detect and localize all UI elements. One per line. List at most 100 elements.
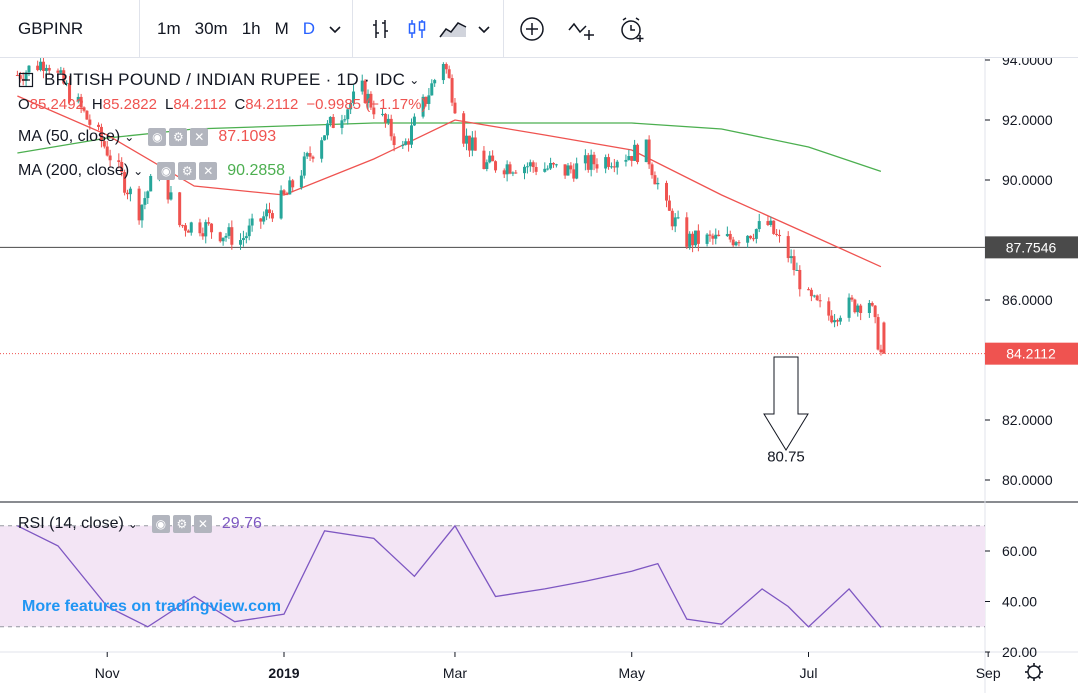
price-chart[interactable]: 94.0000 92.0000 90.0000 86.0000 82.0000 80.00…	[0, 58, 1078, 693]
candle-body	[143, 198, 147, 205]
interval-M[interactable]: M	[274, 18, 289, 38]
candle-body	[572, 169, 576, 179]
rsi-label[interactable]: RSI (14, close)	[18, 515, 124, 532]
candle-body	[409, 125, 413, 145]
time-tick-label: Mar	[443, 665, 467, 681]
ma50-label[interactable]: MA (50, close)	[18, 128, 121, 145]
candles-icon[interactable]	[399, 11, 435, 47]
chevron-down-icon[interactable]	[326, 20, 344, 38]
interval-30m[interactable]: 30m	[194, 18, 228, 38]
chevron-down-icon[interactable]: ⌄	[127, 517, 138, 531]
candle-body	[346, 109, 350, 120]
eye-icon[interactable]: ◉	[157, 162, 176, 180]
candle-body	[665, 182, 669, 201]
candle-body	[401, 144, 405, 146]
candle-body	[430, 83, 434, 96]
candle-body	[508, 164, 512, 174]
candle-body	[62, 70, 66, 84]
chevron-down-icon[interactable]: ⌄	[133, 164, 144, 178]
candle-body	[447, 69, 451, 79]
chevron-down-icon[interactable]: ⌄	[124, 130, 135, 144]
candle-body	[612, 166, 616, 168]
rsi-legend: RSI (14, close) ⌄ ◉ ⚙ ✕ 29.76	[18, 515, 262, 533]
gear-icon[interactable]: ⚙	[172, 515, 191, 533]
candle-body	[673, 217, 677, 227]
candle-body	[82, 107, 86, 111]
candle-body	[270, 213, 274, 219]
candle-body	[241, 238, 245, 241]
symbol-search[interactable]: GBPINR	[0, 0, 140, 58]
interval-1m[interactable]: 1m	[157, 18, 181, 38]
candle-body	[392, 136, 396, 146]
target-annotation-label[interactable]: 80.75	[767, 448, 805, 465]
bars-icon[interactable]	[363, 11, 399, 47]
chevron-down-icon[interactable]	[475, 20, 493, 38]
close-icon[interactable]: ✕	[190, 128, 209, 146]
add-plus-circle-icon[interactable]	[514, 11, 550, 47]
candle-body	[305, 153, 309, 157]
chart-area[interactable]: 94.0000 92.0000 90.0000 86.0000 82.0000 80.00…	[0, 58, 1078, 693]
candle-body	[525, 166, 529, 168]
candle-body	[676, 217, 680, 219]
candle-body	[624, 159, 628, 162]
down-arrow-annotation[interactable]	[763, 356, 809, 451]
candle-body	[189, 222, 193, 233]
candle-body	[812, 295, 816, 297]
candle-body	[833, 320, 837, 323]
candle-body	[746, 235, 750, 243]
ma200-label[interactable]: MA (200, close)	[18, 162, 130, 179]
candle-body	[769, 220, 773, 225]
change-value: −0.9985 (−1.17%)	[306, 96, 427, 113]
interval-D[interactable]: D	[302, 18, 316, 38]
tradingview-watermark[interactable]: More features on tradingview.com	[22, 598, 282, 615]
price-tick-label: 94.0000	[1002, 58, 1053, 68]
interval-1h[interactable]: 1h	[241, 18, 261, 38]
candle-body	[650, 164, 654, 176]
candle-body	[441, 64, 445, 81]
candle-body	[534, 167, 538, 172]
candle-body	[807, 289, 810, 291]
candle-body	[711, 235, 715, 239]
rsi-tick-label: 60.00	[1002, 543, 1037, 559]
settings-gear-icon[interactable]	[1025, 663, 1043, 681]
alert-clock-icon[interactable]	[614, 11, 650, 47]
candle-body	[867, 303, 871, 313]
time-tick-label: Jul	[800, 665, 818, 681]
candle-body	[450, 78, 454, 103]
chevron-down-icon[interactable]: ⌄	[409, 73, 420, 87]
candle-body	[627, 156, 631, 160]
candle-body	[757, 221, 761, 230]
candle-body	[482, 150, 486, 169]
candle-body	[488, 155, 492, 163]
candle-body	[809, 289, 813, 297]
candle-body	[404, 141, 408, 145]
eye-icon[interactable]: ◉	[148, 128, 167, 146]
candle-body	[818, 300, 822, 302]
gear-icon[interactable]: ⚙	[178, 162, 197, 180]
candle-body	[285, 194, 289, 196]
candle-body	[268, 209, 271, 214]
toolbar: GBPINR 1m 30m 1h M D	[0, 0, 1078, 58]
candle-body	[749, 235, 753, 239]
candle-body	[250, 218, 254, 226]
candle-body	[473, 137, 477, 151]
area-icon[interactable]	[435, 11, 471, 47]
candle-body	[528, 162, 532, 167]
gear-icon[interactable]: ⚙	[169, 128, 188, 146]
compare-icon[interactable]	[564, 11, 600, 47]
collapse-legend-icon[interactable]	[18, 72, 34, 88]
candle-body	[575, 163, 579, 179]
close-value: 84.2112	[245, 96, 299, 113]
candle-body	[670, 210, 674, 227]
open-value: 85.2492	[29, 96, 84, 113]
candle-body	[18, 75, 22, 79]
candle-body	[595, 164, 599, 169]
candle-body	[320, 140, 324, 159]
candle-body	[47, 67, 51, 71]
close-icon[interactable]: ✕	[193, 515, 212, 533]
close-icon[interactable]: ✕	[199, 162, 218, 180]
eye-icon[interactable]: ◉	[151, 515, 170, 533]
candle-body	[76, 96, 80, 102]
level-price-label: 87.7546	[1006, 239, 1057, 255]
price-tick-label: 92.0000	[1002, 112, 1053, 128]
